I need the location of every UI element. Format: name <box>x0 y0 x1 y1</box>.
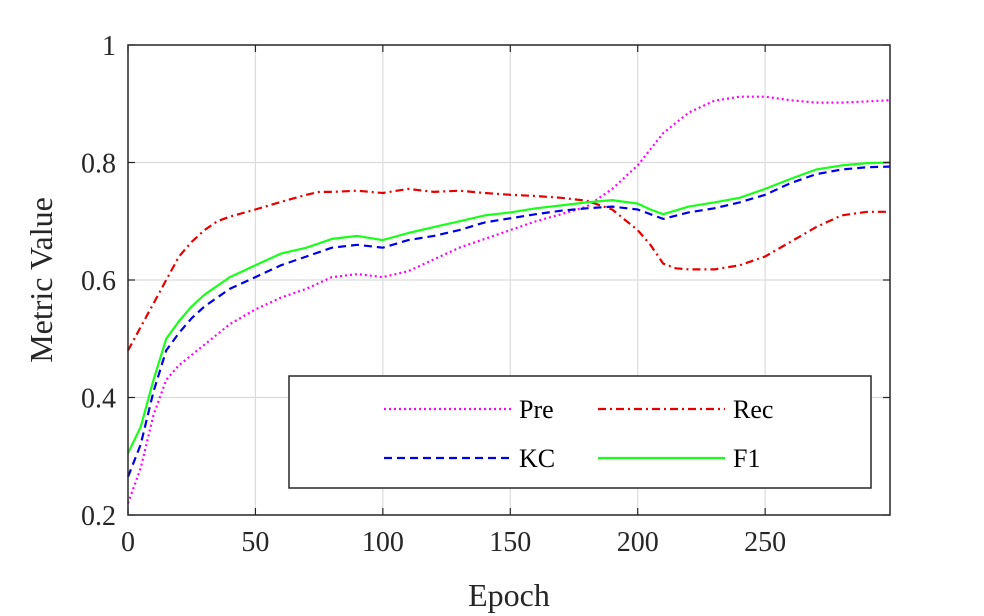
legend-label-pre: Pre <box>519 395 554 424</box>
x-tick-label: 0 <box>121 527 135 558</box>
y-tick-label: 0.8 <box>81 149 116 180</box>
x-tick-label: 250 <box>744 527 786 558</box>
legend: Pre Rec KC F1 <box>288 375 872 489</box>
series-line-f1 <box>127 161 891 454</box>
x-tick-label: 150 <box>489 527 531 558</box>
y-axis-title: Metric Value <box>23 197 59 363</box>
x-tick-label: 200 <box>617 527 659 558</box>
series-line-rec <box>127 187 890 352</box>
ticks-group: 0 50 100 150 200 250 0.2 0.4 0.6 0.8 1 <box>81 31 890 558</box>
y-tick-label: 0.4 <box>81 384 116 415</box>
x-tick-label: 50 <box>241 527 269 558</box>
legend-label-kc: KC <box>519 444 555 473</box>
y-tick-label: 0.2 <box>81 501 116 532</box>
y-tick-label: 0.6 <box>81 266 116 297</box>
x-axis-title: Epoch <box>468 577 550 613</box>
legend-label-f1: F1 <box>733 444 760 473</box>
legend-label-rec: Rec <box>733 395 773 424</box>
series-group <box>126 95 891 504</box>
x-tick-label: 100 <box>362 527 404 558</box>
y-tick-label: 1 <box>102 31 116 62</box>
series-line-kc <box>126 165 891 478</box>
legend-box <box>288 375 872 489</box>
